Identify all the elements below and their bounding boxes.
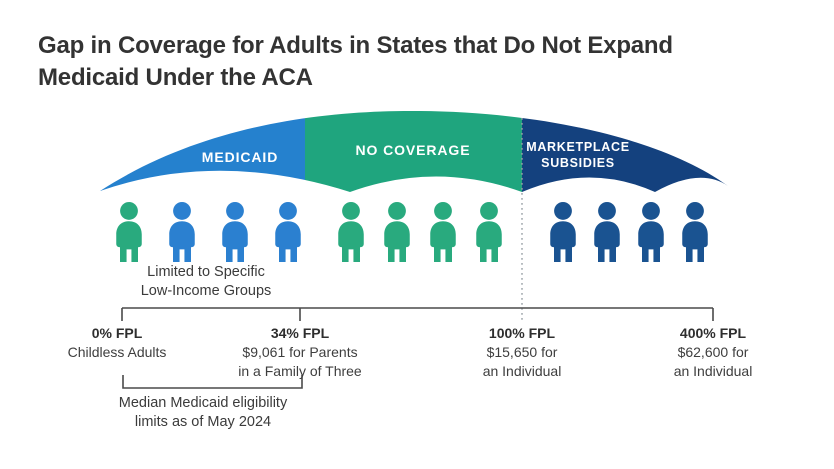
no-coverage-section-label: NO COVERAGE	[355, 142, 471, 158]
axis-marker-0pct: 0% FPL Childless Adults	[32, 324, 202, 362]
person-icon	[430, 202, 456, 262]
no-coverage-people-group	[334, 202, 506, 262]
marketplace-people-group	[546, 202, 712, 262]
person-icon	[550, 202, 576, 262]
fpl-value: 400% FPL	[679, 325, 747, 341]
limited-groups-note: Limited to Specific Low-Income Groups	[140, 264, 272, 299]
fpl-description: $62,600 for an Individual	[673, 344, 753, 379]
fpl-value: 100% FPL	[488, 325, 556, 341]
fpl-value: 0% FPL	[91, 325, 143, 341]
person-icon	[476, 202, 502, 262]
axis-marker-400pct: 400% FPL $62,600 for an Individual	[628, 324, 798, 380]
person-icon	[222, 202, 248, 262]
axis-marker-100pct: 100% FPL $15,650 for an Individual	[437, 324, 607, 380]
person-icon	[169, 202, 195, 262]
page-title: Gap in Coverage for Adults in States tha…	[38, 32, 673, 91]
person-icon	[275, 202, 301, 262]
fpl-axis	[121, 307, 714, 389]
fpl-description: $15,650 for an Individual	[482, 344, 562, 379]
person-icon	[338, 202, 364, 262]
fpl-description: $9,061 for Parents in a Family of Three	[238, 344, 362, 379]
axis-marker-34pct: 34% FPL $9,061 for Parents in a Family o…	[215, 324, 385, 380]
person-icon	[116, 202, 142, 262]
medicaid-section-label: MEDICAID	[201, 149, 279, 165]
marketplace-subsidies-section-label: MARKETPLACE SUBSIDIES	[526, 140, 630, 170]
median-eligibility-bracket	[122, 375, 303, 389]
person-icon	[638, 202, 664, 262]
person-icon	[682, 202, 708, 262]
fpl-value: 34% FPL	[270, 325, 330, 341]
person-icon	[384, 202, 410, 262]
fpl-description: Childless Adults	[67, 344, 167, 360]
median-eligibility-note: Median Medicaid eligibility limits as of…	[118, 395, 288, 430]
person-icon	[594, 202, 620, 262]
medicaid-people-group	[112, 202, 305, 262]
